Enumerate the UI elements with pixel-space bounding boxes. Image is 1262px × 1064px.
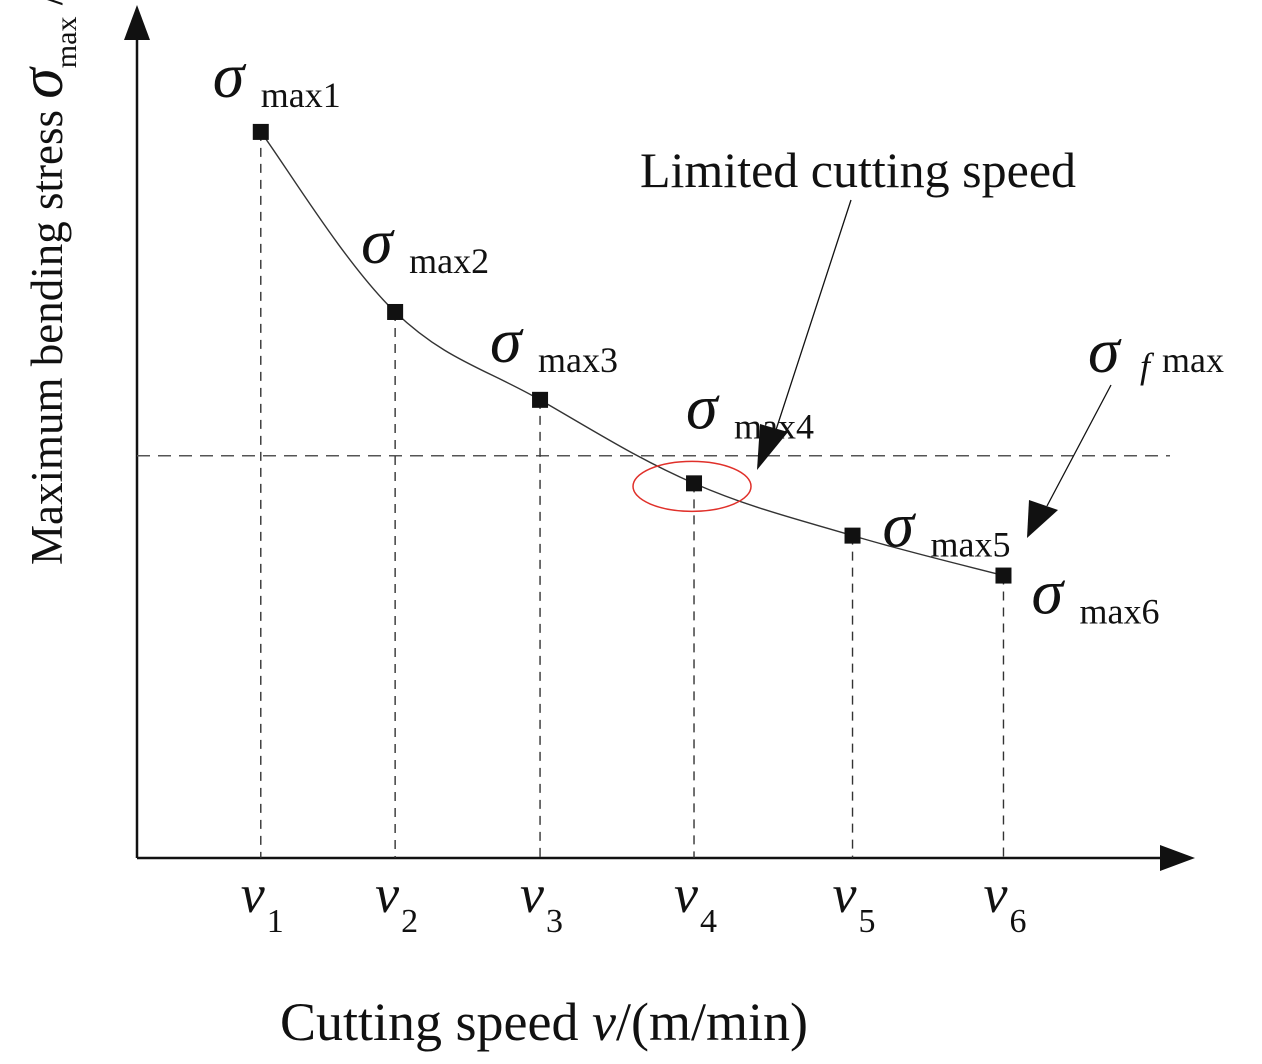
- svg-text:max1: max1: [261, 75, 341, 115]
- svg-text:v: v: [833, 864, 857, 924]
- svg-text:6: 6: [1009, 903, 1026, 940]
- svg-text:v: v: [375, 864, 399, 924]
- series-line: [260, 131, 1004, 577]
- svg-text:Maximum bending stress σmax /: Maximum bending stress σmax /MPa: [8, 0, 83, 565]
- highlight-ellipse: [632, 460, 752, 513]
- svg-text:σ: σ: [213, 40, 247, 111]
- svg-text:1: 1: [267, 903, 284, 940]
- point-label-5: σ max5: [883, 490, 1011, 565]
- data-point-5: [844, 527, 861, 544]
- point-label-1: σ max1: [213, 40, 341, 115]
- svg-text:v: v: [674, 864, 698, 924]
- point-label-4: σ max4: [686, 371, 814, 446]
- data-point-6: [995, 567, 1012, 584]
- svg-text:σ: σ: [883, 490, 917, 561]
- x-axis-arrow: [1160, 845, 1195, 871]
- svg-text:f: f: [1140, 346, 1155, 386]
- data-point-1: [252, 123, 269, 140]
- svg-text:v: v: [983, 864, 1007, 924]
- svg-text:max6: max6: [1079, 592, 1159, 632]
- svg-text:σ: σ: [686, 371, 720, 442]
- svg-text:σ: σ: [1088, 315, 1122, 386]
- svg-text:3: 3: [546, 903, 563, 940]
- svg-text:max: max: [1162, 340, 1224, 380]
- drop-lines: [260, 131, 1005, 858]
- point-label-2: σ max2: [361, 206, 489, 281]
- svg-text:max5: max5: [931, 525, 1011, 565]
- svg-text:v: v: [241, 864, 265, 924]
- y-axis-arrow: [124, 5, 150, 40]
- limited-speed-arrowhead: [757, 424, 788, 470]
- data-point-4: [686, 475, 703, 492]
- threshold-label: σ f max: [1088, 315, 1224, 386]
- svg-text:max2: max2: [409, 241, 489, 281]
- svg-text:σ: σ: [490, 305, 524, 376]
- limited-speed-arrow: [773, 199, 852, 437]
- y-axis-title: Maximum bending stress σmax /MPa: [8, 0, 83, 565]
- data-markers: [252, 123, 1012, 584]
- data-point-2: [387, 303, 404, 320]
- x-axis-title: Cutting speed v/(m/min): [280, 992, 808, 1052]
- svg-text:max3: max3: [538, 340, 618, 380]
- svg-text:5: 5: [859, 903, 876, 940]
- point-label-6: σ max6: [1031, 557, 1159, 632]
- svg-text:σ: σ: [1031, 557, 1065, 628]
- point-label-3: σ max3: [490, 305, 618, 380]
- svg-text:4: 4: [700, 903, 717, 940]
- threshold-arrowhead: [1027, 500, 1058, 538]
- limited-speed-label: Limited cutting speed: [640, 142, 1076, 198]
- svg-text:2: 2: [401, 903, 418, 940]
- svg-text:σ: σ: [361, 206, 395, 277]
- data-point-3: [532, 391, 549, 408]
- threshold-arrow: [1046, 384, 1112, 507]
- svg-text:v: v: [520, 864, 544, 924]
